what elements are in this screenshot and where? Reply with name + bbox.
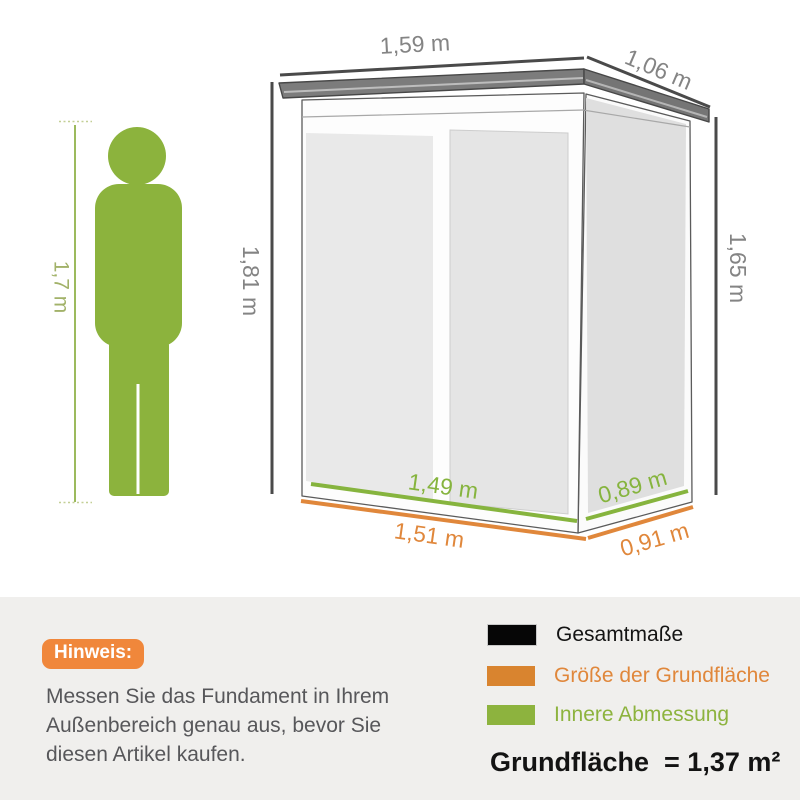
note-line-3: diesen Artikel kaufen. <box>46 743 246 766</box>
inner-depth-line <box>585 489 689 521</box>
footprint-value: = 1,37 m² <box>664 747 781 777</box>
shed-front-eave-line <box>301 109 585 118</box>
legend-label-inner: Innere Abmessung <box>554 703 730 726</box>
shed-dimension-drawing: 1,7 m <box>49 29 751 561</box>
info-panel: Hinweis: Messen Sie das Fundament in Ihr… <box>0 597 800 800</box>
legend-label-total: Gesamtmaße <box>556 623 684 646</box>
shed-right-eave-line <box>582 109 691 128</box>
total-depth-line <box>586 55 711 109</box>
legend-swatch-base <box>487 666 535 686</box>
legend-item-inner: Innere Abmessung <box>487 703 730 726</box>
person-head <box>108 127 166 185</box>
legend-item-base: Größe der Grundfläche <box>487 664 770 687</box>
shed-roof-front-highlight <box>283 77 584 93</box>
inner-width-line <box>310 482 578 523</box>
total-width-line <box>279 56 585 77</box>
person-figure: 1,7 m <box>49 120 182 504</box>
legend-label-base: Größe der Grundfläche <box>554 664 770 687</box>
legend-swatch-total <box>487 624 537 646</box>
person-height-label: 1,7 m <box>49 261 72 314</box>
base-width-line <box>300 499 587 541</box>
shed-front-left-panel <box>306 133 433 501</box>
diagram-area: 1,7 m <box>49 29 751 561</box>
rear-height-label: 1,65 m <box>725 233 751 303</box>
footprint-total: Grundfläche = 1,37 m² <box>490 747 780 778</box>
shed-door-panel <box>449 129 569 515</box>
note-text: Messen Sie das Fundament in Ihrem Außenb… <box>46 682 389 769</box>
base-depth-label: 0,91 m <box>617 517 692 561</box>
person-torso <box>95 184 182 347</box>
front-height-label: 1,81 m <box>238 246 264 316</box>
total-width-label: 1,59 m <box>379 29 451 59</box>
overall-dimension-lines <box>270 55 718 495</box>
note-line-2: Außenbereich genau aus, bevor Sie <box>46 714 382 737</box>
shed-roof-right-highlight <box>585 79 708 118</box>
shed-body <box>278 68 710 541</box>
note-line-1: Messen Sie das Fundament in Ihrem <box>46 685 390 708</box>
hinweis-badge: Hinweis: <box>42 639 145 669</box>
footprint-label: Grundfläche <box>490 747 650 777</box>
shed-right-wall-panel <box>586 98 686 513</box>
legend-item-total: Gesamtmaße <box>487 623 684 646</box>
legend-swatch-inner <box>487 705 535 725</box>
base-depth-line <box>587 505 694 540</box>
